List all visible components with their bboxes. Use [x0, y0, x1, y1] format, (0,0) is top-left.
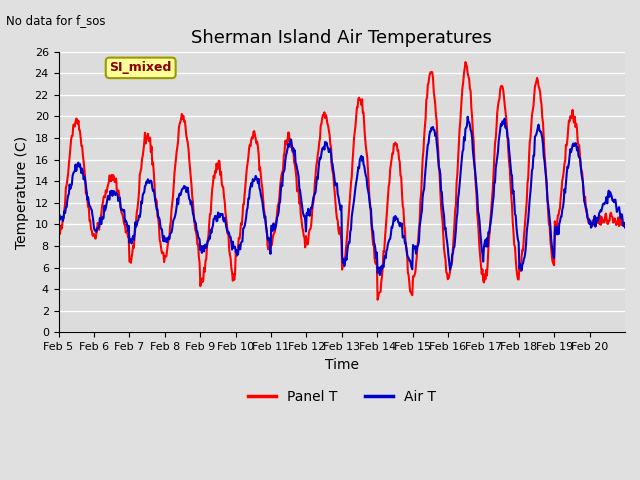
Text: No data for f_sos: No data for f_sos: [6, 14, 106, 27]
Title: Sherman Island Air Temperatures: Sherman Island Air Temperatures: [191, 29, 492, 48]
Y-axis label: Temperature (C): Temperature (C): [15, 135, 29, 249]
X-axis label: Time: Time: [324, 358, 359, 372]
Text: SI_mixed: SI_mixed: [109, 61, 172, 74]
Legend: Panel T, Air T: Panel T, Air T: [243, 384, 442, 409]
